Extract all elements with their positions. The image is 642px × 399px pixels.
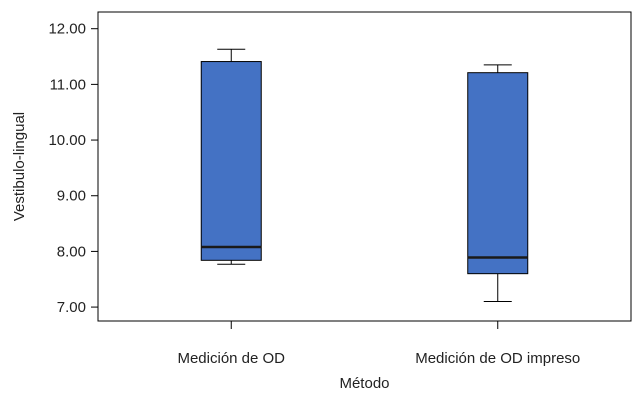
boxes-group (200, 48, 529, 303)
x-axis: Medición de OD Medición de OD impreso (177, 321, 580, 367)
y-tick-label: 11.00 (50, 76, 86, 93)
y-tick-label: 10.00 (48, 132, 86, 149)
y-axis: 7.00 8.00 9.00 10.00 11.00 12.00 (48, 21, 98, 316)
y-tick-label: 9.00 (57, 188, 86, 205)
y-tick-label: 12.00 (48, 21, 86, 38)
x-axis-title: Método (339, 375, 389, 392)
plot-frame (97, 11, 632, 322)
x-category-label: Medición de OD (177, 350, 285, 367)
box-iqr (467, 72, 529, 275)
y-axis-title: Vestibulo-lingual (11, 112, 28, 221)
x-category-label: Medición de OD impreso (415, 350, 580, 367)
y-tick-label: 7.00 (57, 299, 86, 316)
box-iqr (200, 61, 262, 261)
y-tick-label: 8.00 (57, 243, 86, 260)
